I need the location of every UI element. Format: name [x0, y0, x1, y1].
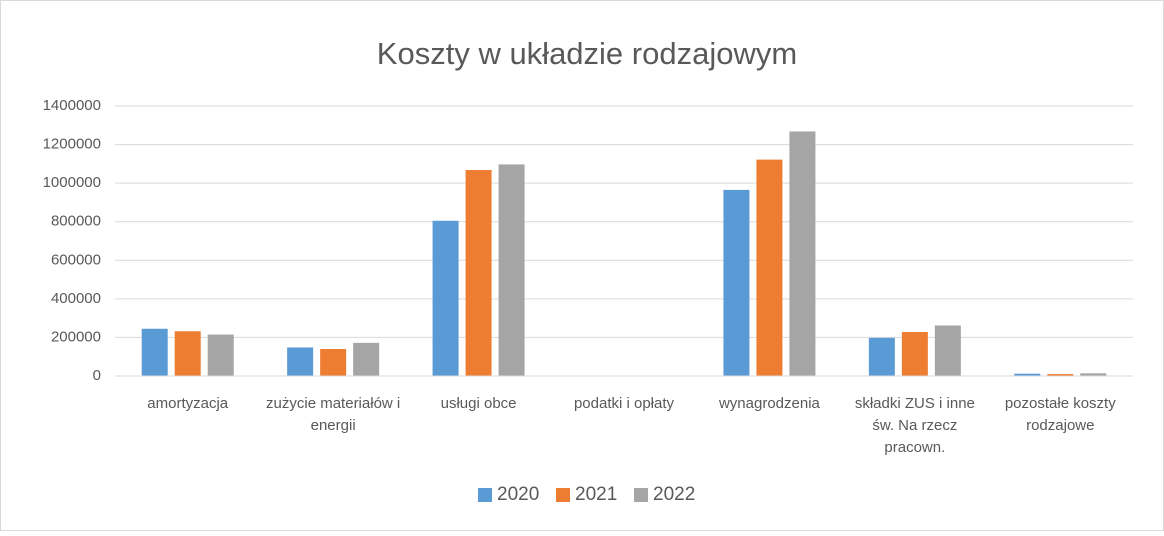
bar [432, 220, 459, 376]
x-tick-label: wynagrodzenia [718, 395, 821, 412]
bar [320, 349, 347, 376]
bar [723, 189, 750, 376]
y-tick-label: 1400000 [43, 97, 101, 114]
bar [789, 131, 816, 376]
bar [1080, 373, 1107, 376]
x-tick-label: podatki i opłaty [574, 395, 675, 412]
bar [207, 334, 234, 376]
bar [353, 342, 380, 376]
bar [1014, 373, 1041, 376]
bar [465, 170, 492, 376]
bar [287, 347, 314, 376]
y-tick-label: 800000 [51, 213, 101, 230]
bar [901, 332, 928, 376]
bar [174, 331, 201, 376]
x-tick-label: zużycie materiałów i energii [266, 395, 400, 434]
bar [756, 159, 783, 376]
legend-swatch [478, 488, 492, 502]
y-tick-label: 0 [93, 367, 101, 384]
y-tick-label: 400000 [51, 290, 101, 307]
legend-swatch [556, 488, 570, 502]
x-tick-label: pozostałe koszty rodzajowe [1005, 395, 1116, 434]
bar [868, 337, 895, 376]
bar [141, 328, 168, 376]
bar [498, 164, 525, 376]
x-tick-label: składki ZUS i inne św. Na rzecz pracown. [855, 395, 975, 456]
legend-label: 2021 [575, 484, 617, 505]
legend-label: 2020 [497, 484, 539, 505]
x-tick-label: amortyzacja [147, 395, 229, 412]
y-tick-label: 1200000 [43, 136, 101, 153]
bar [1047, 374, 1074, 376]
bar [934, 325, 961, 376]
legend-label: 2022 [653, 484, 695, 505]
x-tick-label: usługi obce [441, 395, 517, 412]
chart-title: Koszty w układzie rodzajowym [377, 36, 797, 71]
legend-swatch [634, 488, 648, 502]
y-tick-label: 600000 [51, 251, 101, 268]
y-tick-label: 200000 [51, 328, 101, 345]
y-tick-label: 1000000 [43, 174, 101, 191]
